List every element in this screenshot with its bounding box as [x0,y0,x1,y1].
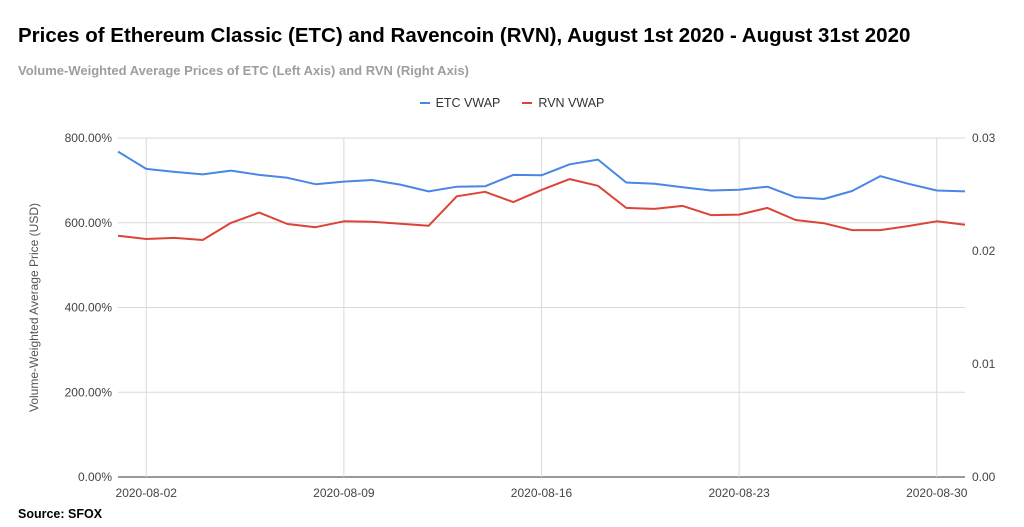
data-point-etc [200,172,205,177]
data-point-rvn [708,213,713,218]
data-point-etc [426,189,431,194]
data-point-rvn [906,224,911,229]
data-point-etc [116,149,121,154]
x-tick-label: 2020-08-09 [313,486,375,500]
data-point-etc [765,184,770,189]
data-point-rvn [652,206,657,211]
data-point-etc [906,181,911,186]
data-point-etc [398,182,403,187]
data-point-rvn [737,212,742,217]
data-point-rvn [680,203,685,208]
data-point-rvn [567,177,572,182]
data-point-etc [454,184,459,189]
data-point-etc [934,188,939,193]
data-point-rvn [313,225,318,230]
data-point-etc [624,180,629,185]
data-point-etc [793,195,798,200]
data-point-rvn [200,238,205,243]
legend-swatch-rvn [522,101,533,105]
data-point-rvn [878,228,883,233]
data-point-etc [567,162,572,167]
x-tick-label: 2020-08-02 [116,486,178,500]
data-point-rvn [341,219,346,224]
data-point-etc [313,182,318,187]
data-point-etc [172,169,177,174]
legend-label-rvn: RVN VWAP [538,96,605,110]
data-point-etc [821,197,826,202]
y-left-tick-label: 800.00% [65,131,113,145]
data-point-rvn [963,222,968,227]
data-point-rvn [821,221,826,226]
data-point-etc [144,166,149,171]
source-note: Source: SFOX [18,507,103,521]
y-left-tick-label: 600.00% [65,216,113,230]
data-point-rvn [228,220,233,225]
y-right-tick-label: 0.01 [972,357,996,371]
data-point-etc [652,181,657,186]
data-point-etc [708,188,713,193]
data-point-rvn [850,228,855,233]
x-tick-label: 2020-08-30 [906,486,968,500]
data-point-etc [483,184,488,189]
data-point-etc [878,174,883,179]
data-point-rvn [144,237,149,242]
y-left-tick-label: 400.00% [65,301,113,315]
data-point-rvn [172,235,177,240]
chart-subtitle: Volume-Weighted Average Prices of ETC (L… [18,63,469,78]
legend-item-rvn[interactable]: RVN VWAP [522,96,604,110]
legend-swatch-etc [419,101,430,105]
data-point-etc [228,168,233,173]
data-point-etc [370,177,375,182]
data-point-etc [257,172,262,177]
data-point-rvn [398,221,403,226]
data-point-etc [285,175,290,180]
y-right-tick-label: 0.03 [972,131,996,145]
legend-label-etc: ETC VWAP [435,96,501,110]
data-point-rvn [454,194,459,199]
data-point-rvn [370,219,375,224]
data-point-rvn [595,183,600,188]
y-right-tick-label: 0.02 [972,244,996,258]
data-point-etc [539,173,544,178]
y-left-tick-label: 0.00% [78,470,112,484]
series-line-etc [117,150,966,200]
data-point-etc [341,179,346,184]
chart-title: Prices of Ethereum Classic (ETC) and Rav… [18,24,911,47]
data-point-rvn [511,200,516,205]
y-right-tick-label: 0.00 [972,470,996,484]
data-point-etc [511,172,516,177]
data-point-rvn [539,187,544,192]
data-point-etc [850,188,855,193]
y-axis-label: Volume-Weighted Average Price (USD) [27,203,41,412]
data-point-etc [737,187,742,192]
data-point-rvn [483,189,488,194]
legend-item-etc[interactable]: ETC VWAP [419,96,501,110]
data-point-rvn [426,223,431,228]
x-tick-label: 2020-08-23 [708,486,770,500]
data-point-rvn [793,218,798,223]
y-left-tick-label: 200.00% [65,385,113,399]
data-point-rvn [624,205,629,210]
series-line-rvn [117,178,966,241]
data-point-rvn [765,205,770,210]
data-point-rvn [285,221,290,226]
data-point-rvn [116,233,121,238]
data-point-etc [963,189,968,194]
data-point-etc [595,157,600,162]
data-point-etc [680,185,685,190]
chart-legend: ETC VWAP RVN VWAP [0,96,1024,110]
data-point-rvn [934,219,939,224]
x-tick-label: 2020-08-16 [511,486,573,500]
data-point-rvn [257,210,262,215]
